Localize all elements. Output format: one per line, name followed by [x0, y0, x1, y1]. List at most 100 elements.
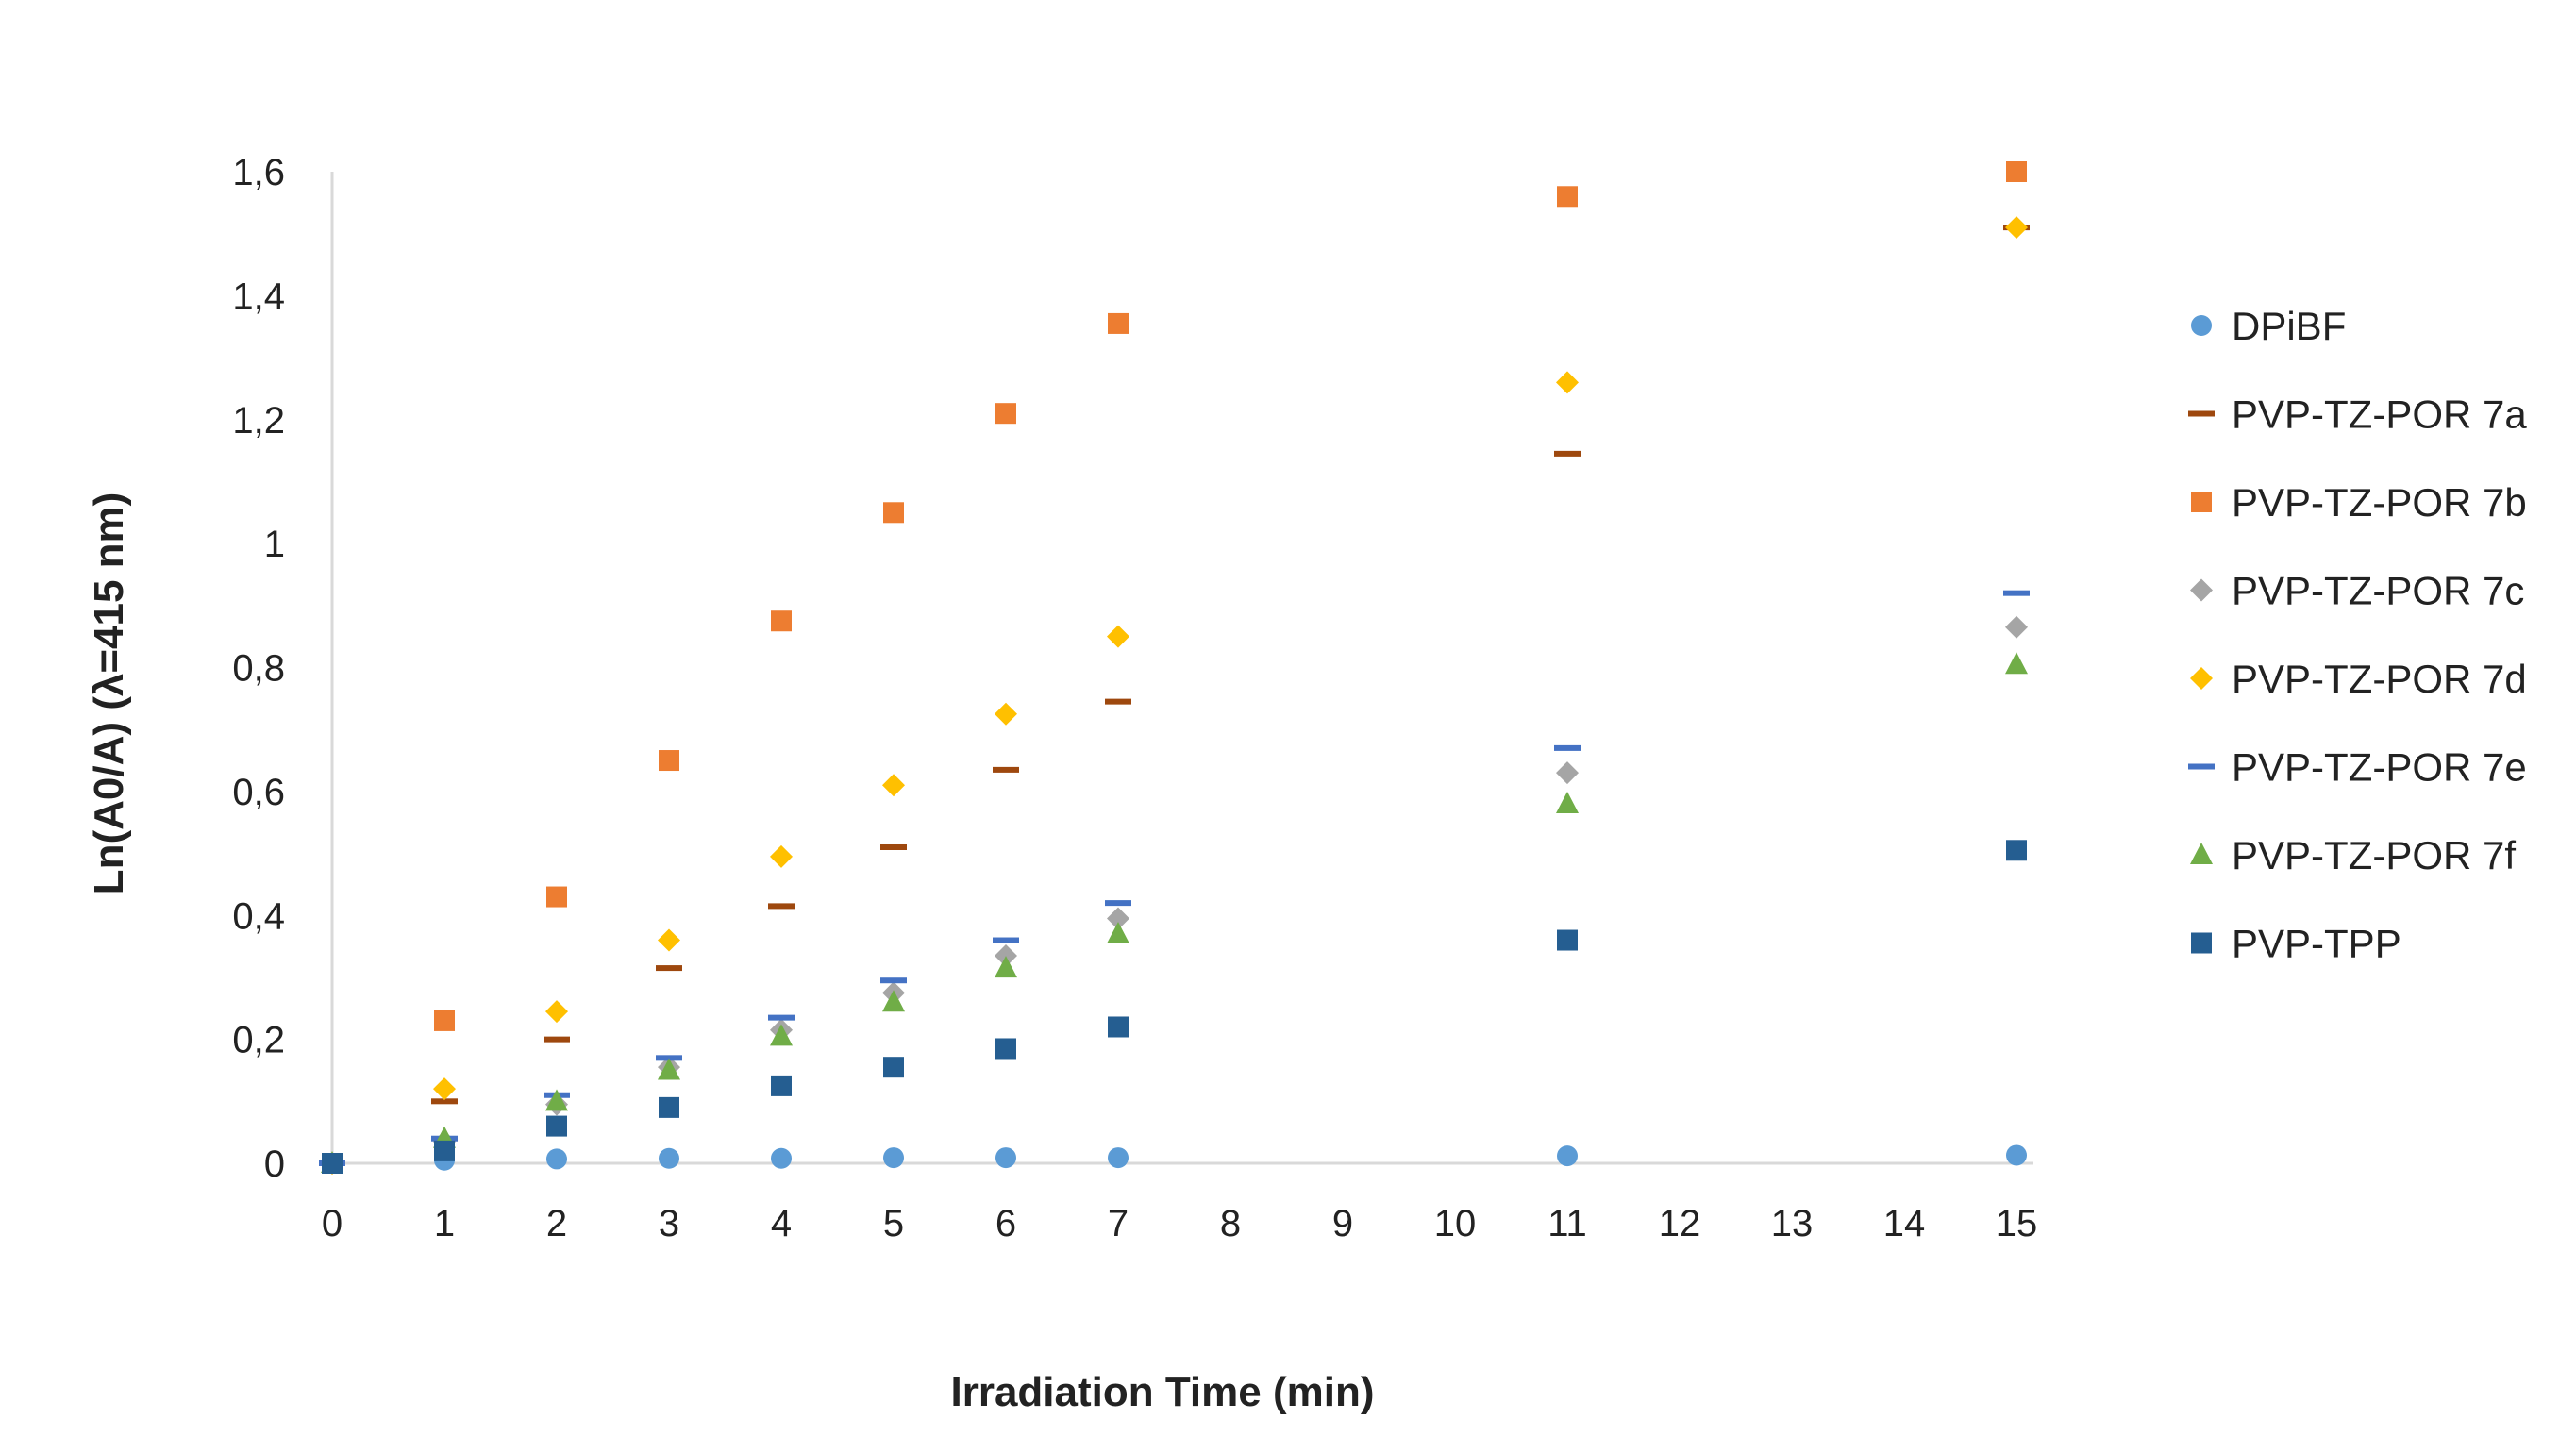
y-tick-label: 0	[264, 1143, 285, 1185]
data-point	[995, 943, 1017, 967]
data-point	[434, 1140, 455, 1161]
data-point	[2005, 615, 2028, 639]
data-point	[658, 1058, 680, 1080]
data-point	[995, 403, 1016, 425]
data-point	[545, 1089, 568, 1111]
data-point	[995, 1038, 1016, 1060]
data-point	[995, 956, 1017, 978]
x-tick-label: 5	[883, 1203, 904, 1244]
data-point	[1557, 929, 1578, 951]
y-tick-label: 1,2	[232, 400, 285, 442]
data-point	[434, 1010, 455, 1031]
data-point	[770, 844, 793, 868]
data-point	[771, 610, 792, 632]
legend-marker	[2188, 410, 2215, 417]
legend-marker	[2190, 667, 2213, 690]
legend-label: PVP-TZ-POR 7b	[2232, 480, 2527, 525]
legend-label: PVP-TZ-POR 7a	[2232, 392, 2527, 437]
y-tick-label: 0,2	[232, 1020, 285, 1061]
data-point	[546, 1115, 567, 1137]
data-point	[1554, 744, 1581, 751]
x-tick-label: 10	[1434, 1203, 1477, 1244]
data-point	[658, 928, 680, 952]
data-point	[995, 702, 1017, 726]
data-point	[1556, 792, 1579, 814]
data-point	[993, 766, 1019, 773]
data-point	[2006, 1144, 2027, 1166]
data-point	[1105, 698, 1131, 705]
data-point	[1557, 1145, 1578, 1167]
y-tick-label: 0,6	[232, 772, 285, 813]
series-pvp-tpp	[322, 840, 2027, 1174]
y-tick-label: 0,8	[232, 648, 285, 690]
data-point	[2005, 652, 2028, 675]
x-tick-label: 1	[434, 1203, 455, 1244]
legend-marker	[2191, 932, 2212, 954]
data-point	[659, 1147, 679, 1169]
legend-label: PVP-TZ-POR 7c	[2232, 569, 2524, 613]
data-point	[2005, 216, 2028, 240]
legend-marker	[2191, 315, 2212, 336]
data-point	[433, 1077, 456, 1101]
data-point	[768, 1014, 795, 1021]
series-pvp-tz-por-7b	[322, 161, 2027, 1174]
data-point	[883, 1147, 904, 1169]
x-tick-label: 12	[1659, 1203, 1701, 1244]
legend-label: DPiBF	[2232, 304, 2346, 348]
x-tick-label: 11	[1547, 1203, 1587, 1244]
x-axis-ticks: 0 1 2 3 4 5 6 7 8 9 10 11 12 13 14 15	[322, 1203, 2037, 1244]
x-tick-label: 9	[1332, 1203, 1353, 1244]
data-point	[768, 903, 795, 910]
data-point	[993, 937, 1019, 943]
legend-label: PVP-TPP	[2232, 922, 2401, 966]
legend-label: PVP-TZ-POR 7e	[2232, 745, 2527, 790]
data-point	[544, 1036, 570, 1043]
series-pvp-tz-por-7d	[321, 216, 2028, 1175]
legend: DPiBF PVP-TZ-POR 7a PVP-TZ-POR 7b PVP-TZ-PO…	[2188, 304, 2527, 966]
legend-item: PVP-TPP	[2191, 922, 2401, 966]
data-point	[771, 1147, 792, 1169]
data-point	[882, 990, 905, 1012]
data-point	[1556, 761, 1579, 785]
legend-marker	[2191, 492, 2212, 512]
data-point	[2003, 590, 2030, 596]
data-point	[770, 1024, 793, 1046]
y-tick-label: 0,4	[232, 895, 285, 937]
data-point	[1105, 900, 1131, 907]
legend-item: PVP-TZ-POR 7c	[2190, 569, 2524, 613]
legend-item: DPiBF	[2191, 304, 2346, 348]
y-tick-label: 1	[264, 524, 285, 565]
data-point	[1554, 450, 1581, 457]
x-tick-label: 0	[322, 1203, 343, 1244]
data-point	[1108, 1016, 1129, 1038]
data-point	[880, 977, 907, 984]
data-point	[1107, 921, 1129, 943]
data-point	[2006, 161, 2027, 182]
legend-item: PVP-TZ-POR 7e	[2188, 745, 2527, 790]
x-tick-label: 13	[1771, 1203, 1814, 1244]
legend-item: PVP-TZ-POR 7b	[2191, 480, 2527, 525]
legend-item: PVP-TZ-POR 7d	[2190, 657, 2527, 701]
legend-item: PVP-TZ-POR 7f	[2190, 833, 2516, 877]
data-point	[771, 1075, 792, 1096]
data-point	[1556, 371, 1579, 394]
x-tick-label: 3	[659, 1203, 679, 1244]
legend-label: PVP-TZ-POR 7d	[2232, 657, 2527, 701]
data-point	[546, 886, 567, 908]
y-axis-ticks: 0 0,2 0,4 0,6 0,8 1 1,2 1,4 1,6	[232, 152, 285, 1185]
data-point	[1107, 625, 1129, 648]
legend-marker	[2190, 843, 2213, 864]
data-point	[882, 774, 905, 797]
data-point	[322, 1153, 343, 1174]
x-tick-label: 14	[1883, 1203, 1926, 1244]
data-point	[883, 1057, 904, 1078]
data-point	[883, 502, 904, 524]
data-points	[319, 161, 2030, 1175]
data-point	[1108, 1147, 1129, 1169]
data-point	[659, 750, 679, 772]
data-point	[1107, 907, 1129, 930]
legend-marker	[2188, 763, 2215, 770]
x-tick-label: 4	[771, 1203, 792, 1244]
